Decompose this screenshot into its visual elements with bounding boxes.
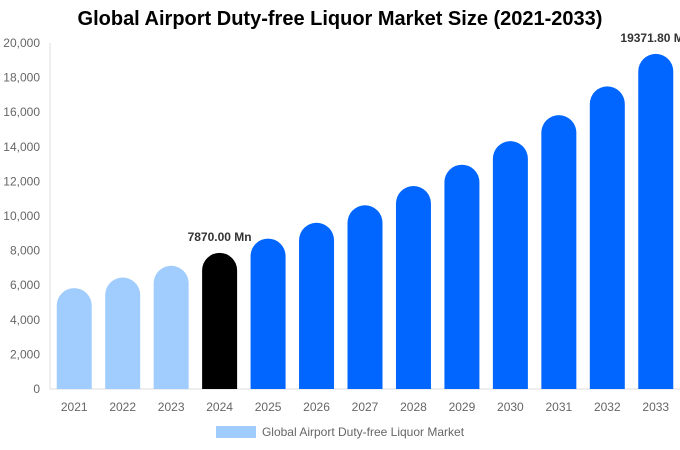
bar-2024 bbox=[202, 252, 238, 389]
bar-2025 bbox=[250, 238, 286, 389]
bar-2026 bbox=[299, 222, 335, 389]
bar-2030 bbox=[492, 141, 528, 389]
bar-2022 bbox=[105, 277, 141, 389]
data-label: 19371.80 Mn bbox=[620, 31, 680, 45]
bar-2023 bbox=[153, 265, 189, 389]
y-tick-label: 18,000 bbox=[3, 71, 40, 85]
legend-label: Global Airport Duty-free Liquor Market bbox=[261, 425, 465, 439]
bar-2021 bbox=[56, 288, 92, 389]
chart-title: Global Airport Duty-free Liquor Market S… bbox=[77, 8, 603, 30]
bar-2028 bbox=[395, 186, 431, 389]
bar-2032 bbox=[589, 86, 625, 389]
x-tick-label: 2028 bbox=[400, 400, 427, 414]
y-tick-label: 2,000 bbox=[10, 347, 40, 361]
x-tick-label: 2024 bbox=[206, 400, 233, 414]
x-tick-label: 2032 bbox=[594, 400, 621, 414]
y-tick-label: 6,000 bbox=[10, 278, 40, 292]
y-tick-label: 8,000 bbox=[10, 244, 40, 258]
legend-swatch bbox=[215, 426, 256, 438]
y-tick-label: 14,000 bbox=[3, 140, 40, 154]
x-tick-label: 2027 bbox=[352, 400, 379, 414]
y-tick-label: 10,000 bbox=[3, 209, 40, 223]
y-tick-label: 0 bbox=[33, 382, 40, 396]
x-tick-label: 2029 bbox=[449, 400, 476, 414]
bar-2031 bbox=[541, 115, 577, 390]
legend[interactable]: Global Airport Duty-free Liquor Market bbox=[0, 425, 680, 439]
y-tick-label: 4,000 bbox=[10, 313, 40, 327]
x-tick-label: 2023 bbox=[158, 400, 185, 414]
x-tick-label: 2031 bbox=[545, 400, 572, 414]
y-tick-label: 12,000 bbox=[3, 174, 40, 188]
data-label: 7870.00 Mn bbox=[188, 230, 252, 244]
bar-2029 bbox=[444, 164, 480, 389]
y-tick-label: 20,000 bbox=[3, 36, 40, 50]
x-tick-label: 2033 bbox=[642, 400, 669, 414]
y-tick-label: 16,000 bbox=[3, 105, 40, 119]
x-tick-label: 2021 bbox=[61, 400, 88, 414]
x-tick-label: 2022 bbox=[109, 400, 136, 414]
x-tick-label: 2030 bbox=[497, 400, 524, 414]
x-tick-label: 2026 bbox=[303, 400, 330, 414]
bar-2033 bbox=[638, 53, 674, 390]
x-tick-label: 2025 bbox=[255, 400, 282, 414]
bar-2027 bbox=[347, 205, 383, 389]
